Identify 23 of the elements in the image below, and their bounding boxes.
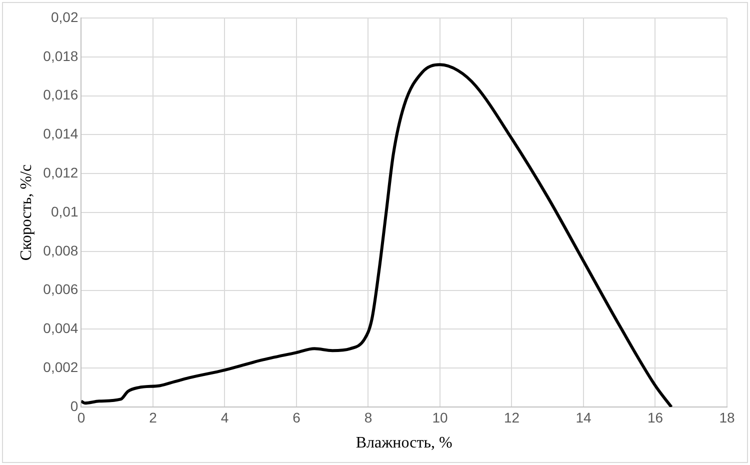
y-tick-label: 0,02 (50, 8, 78, 25)
x-tick-label: 4 (220, 409, 229, 426)
x-tick-label: 8 (364, 409, 372, 426)
x-tick-label: 18 (719, 409, 735, 426)
y-tick-label: 0,008 (43, 242, 78, 258)
line-series (81, 63, 673, 407)
y-tick-label: 0,018 (43, 48, 78, 64)
x-axis-title: Влажность, % (356, 434, 452, 452)
y-tick-label: 0,01 (50, 203, 78, 220)
y-tick-label: 0 (70, 398, 78, 414)
y-axis-title: Скорость, %/с (18, 164, 35, 261)
x-tick-label: 2 (149, 409, 158, 426)
x-tick-label: 16 (647, 409, 664, 426)
y-tick-label: 0,002 (43, 358, 78, 375)
x-tick-label: 10 (432, 409, 448, 426)
y-tick-label: 0,014 (43, 126, 78, 142)
y-tick-label: 0,004 (43, 320, 78, 336)
x-tick-label: 6 (292, 409, 301, 426)
y-tick-label: 0,012 (43, 164, 78, 180)
x-tick-label: 12 (504, 409, 520, 426)
y-tick-label: 0,016 (43, 86, 78, 103)
y-tick-label: 0,006 (43, 281, 78, 298)
x-tick-label: 14 (576, 409, 592, 426)
